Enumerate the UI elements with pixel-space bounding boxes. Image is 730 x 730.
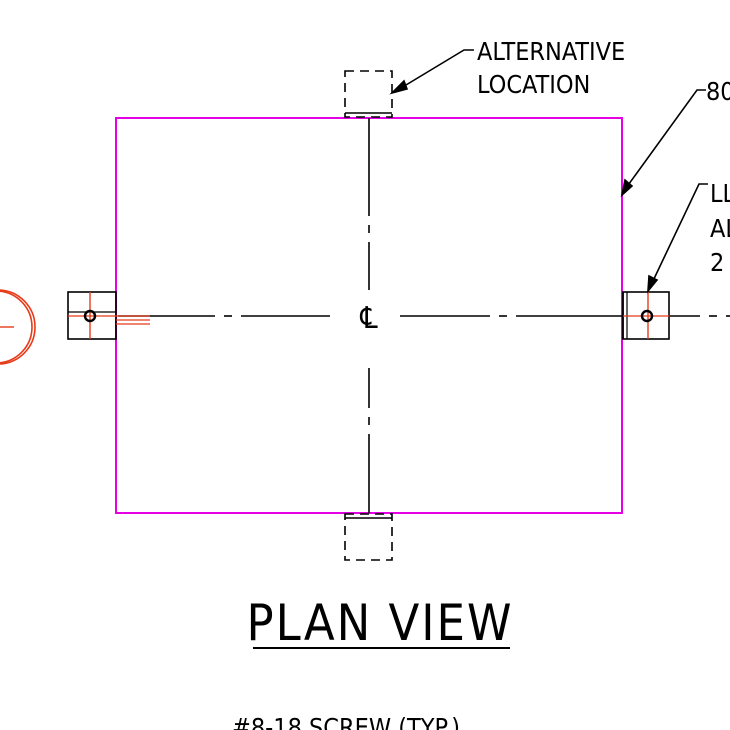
leader-alternative-location bbox=[389, 49, 474, 95]
leader-right-bracket bbox=[647, 183, 708, 294]
alternative-location-bottom bbox=[344, 513, 393, 561]
centerline-symbol: ℄ bbox=[359, 301, 378, 336]
callout-alternative-line1: ALTERNATIVE bbox=[477, 37, 625, 66]
alternative-location-top bbox=[344, 70, 393, 118]
right-bracket bbox=[622, 291, 670, 340]
left-bracket bbox=[67, 291, 150, 340]
screw-note: #8-18 SCREW (TYP.) bbox=[232, 713, 460, 730]
callout-right-line1: LL bbox=[710, 179, 730, 208]
screw-hole-right bbox=[640, 309, 654, 323]
screw-hole-left bbox=[83, 309, 97, 323]
callout-right-line3: 2 bbox=[710, 248, 724, 277]
callout-right-line2: AL bbox=[710, 214, 730, 243]
callout-plate-partial: 80 bbox=[706, 77, 730, 106]
detail-circle-left bbox=[0, 289, 36, 365]
view-title: PLAN VIEW bbox=[247, 594, 514, 652]
leader-plate bbox=[620, 89, 706, 198]
callout-alternative-line2: LOCATION bbox=[477, 70, 590, 99]
detail-circle-outline bbox=[0, 290, 33, 364]
